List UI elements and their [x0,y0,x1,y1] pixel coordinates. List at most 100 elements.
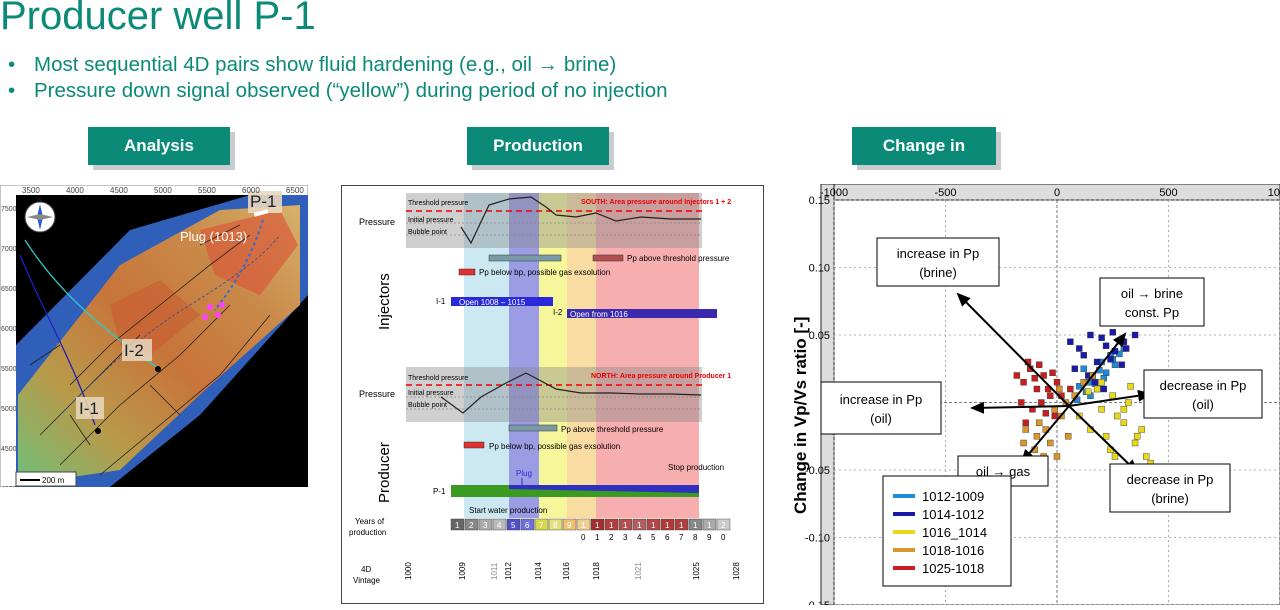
scatter-point [1035,419,1043,426]
y-tick-label: -0.15 [805,600,830,605]
p1-label: P-1 [433,487,446,496]
scatter-point [1134,433,1141,440]
x-axis-ticks: -1000 -500 0 500 1000 [820,187,1280,199]
legend-label: 1012-1009 [922,489,984,504]
svg-text:const. Pp: const. Pp [1125,305,1179,320]
change-chart-panel: Change in Vp/Vs ratio [-] -1000 -500 0 500 1… [790,183,1280,610]
year-cell [548,518,563,531]
map-y-tick-label: 4500 [1,446,17,453]
map-y-tick-label: 6500 [1,286,17,293]
year-cell [576,518,591,531]
svg-text:decrease in Pp: decrease in Pp [1127,472,1214,487]
year-cell-top: 1 [609,521,614,530]
scatter-point [1120,406,1128,413]
prod-above-bar [508,424,558,432]
annotation-inc-brine: increase in Pp (brine) [876,237,1000,287]
svg-text:(oil): (oil) [1192,397,1214,412]
south-bubble-label: Bubble point [408,229,447,236]
analysis-map: P-1 Plug (1013) I-2 I-1 N 200 m 3500 4000… [0,184,309,533]
svg-text:(oil): (oil) [870,411,892,426]
scatter-point [1127,383,1134,390]
scatter-point [1033,385,1041,393]
vintage-label: 1016 [562,562,571,580]
scatter-point [1102,433,1110,440]
scatter-point [1087,331,1094,339]
year-cell [506,518,521,531]
svg-text:increase in Pp: increase in Pp [840,392,922,407]
vintage-label-1: 4D [361,565,371,574]
y-axis-label: Change in Vp/Vs ratio [-] [791,317,810,514]
map-marker [219,302,225,308]
year-cell [450,518,465,531]
map-fault-lines [29,224,241,446]
year-cell-bottom: 2 [609,533,614,542]
scatter-points [1013,329,1154,467]
year-cell [464,518,479,531]
scatter-point [1076,383,1083,390]
scatter-point [1035,361,1043,368]
map-marker [207,304,213,310]
map-x-tick-label: 4500 [110,186,128,195]
vintage-label: 1011 [490,562,499,580]
scatter-point [1076,345,1083,352]
map-x-tick-label: 4000 [66,186,84,195]
y-tick-label: -0.10 [805,533,830,545]
year-cell-top: 3 [483,521,488,530]
vintage-label: 1000 [404,562,413,580]
scatter-point [1125,399,1132,406]
scatter-point [1107,356,1114,363]
scatter-point [1071,365,1079,372]
vintage-label: 1025 [692,562,701,580]
annotation-oil-brine: oil → brine const. Pp [1099,277,1205,327]
south-pressure-curve [460,196,701,245]
i2-open-bar [567,309,717,318]
scatter-point [1053,453,1061,460]
scatter-point [1064,433,1072,440]
svg-text:(brine): (brine) [1151,491,1189,506]
year-cell-top: 9 [567,521,572,530]
prod-below-bar [463,441,485,449]
year-cell-top: 7 [539,521,544,530]
i1-open-label: Open 1008 – 1015 [459,298,526,307]
svg-text:decrease in Pp: decrease in Pp [1160,378,1247,393]
map-x-tick-label: 5500 [198,186,216,195]
analysis-map-panel: P-1 Plug (1013) I-2 I-1 N 200 m 3500 4000… [0,184,309,533]
inj-below-bar [458,268,476,276]
scatter-point [1098,379,1105,386]
bullet-dot-icon: • [8,79,16,102]
well-label-p1: P-1 [250,192,276,211]
inj-above-bar [592,254,624,262]
arrow-inc-oil [970,401,1070,414]
scatter-point [1098,334,1105,341]
map-y-tick-label: 6000 [1,326,17,333]
y-tick-label: -0.05 [805,465,830,477]
production-chart-panel: Threshold pressure Initial pressure Bubb… [341,185,764,604]
scatter-point [1080,352,1087,359]
year-cell [478,518,493,531]
y-tick-label: 0.10 [809,263,830,275]
year-cell [604,518,619,531]
north-pressure-label: Pressure [359,389,395,399]
p1-label-bg [248,191,282,213]
annotation-dec-brine: decrease in Pp (brine) [1109,463,1231,513]
p1-water-bar [509,485,699,493]
south-initial-label: Initial pressure [408,217,454,224]
scatter-point [1038,399,1045,406]
scatter-point [1056,385,1063,393]
i2-label-bg [122,339,152,361]
arrows [956,292,1152,474]
year-cell-bottom: 5 [651,533,656,542]
vintage-label: 1012 [504,562,513,580]
scatter-point [1100,385,1108,393]
vintage-label: 1021 [634,562,643,580]
x-tick-label: -1000 [820,187,848,199]
bullet-list: • Most sequential 4D pairs show fluid har… [8,52,668,104]
scatter-point [1031,374,1038,382]
south-pressure-band [406,193,702,248]
bullet-text: Most sequential 4D pairs show fluid hard… [34,53,617,76]
year-cell [674,518,689,531]
arrow-inc-brine [956,292,1070,407]
scatter-point [1093,358,1101,366]
injectors-label: Injectors [376,273,393,330]
year-cell [492,518,507,531]
